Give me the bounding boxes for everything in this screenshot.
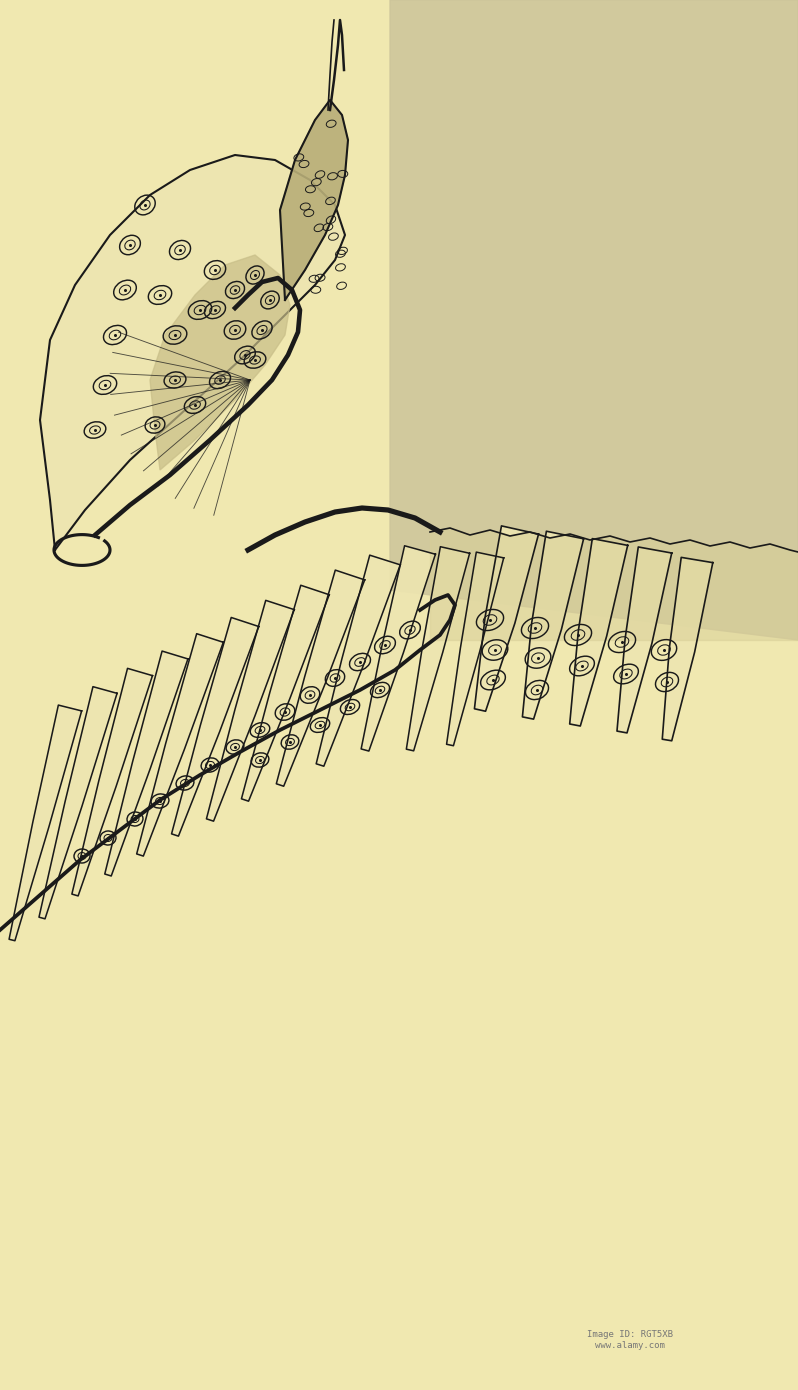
Polygon shape [406,546,470,751]
Polygon shape [105,651,188,876]
Polygon shape [316,555,401,766]
Polygon shape [280,100,348,300]
Polygon shape [662,557,713,741]
Polygon shape [390,0,798,639]
Polygon shape [136,634,223,856]
Polygon shape [172,617,259,837]
Polygon shape [40,156,345,550]
Polygon shape [361,546,436,751]
Polygon shape [570,538,628,726]
Polygon shape [39,687,117,919]
Polygon shape [523,531,583,719]
Polygon shape [9,705,81,941]
Polygon shape [150,254,290,470]
Text: Image ID: RGT5XB
www.alamy.com: Image ID: RGT5XB www.alamy.com [587,1330,673,1350]
Polygon shape [72,669,152,897]
Polygon shape [617,548,672,733]
Polygon shape [207,600,294,821]
Polygon shape [276,570,365,787]
Polygon shape [242,585,330,801]
Polygon shape [475,525,539,712]
Polygon shape [447,552,504,745]
